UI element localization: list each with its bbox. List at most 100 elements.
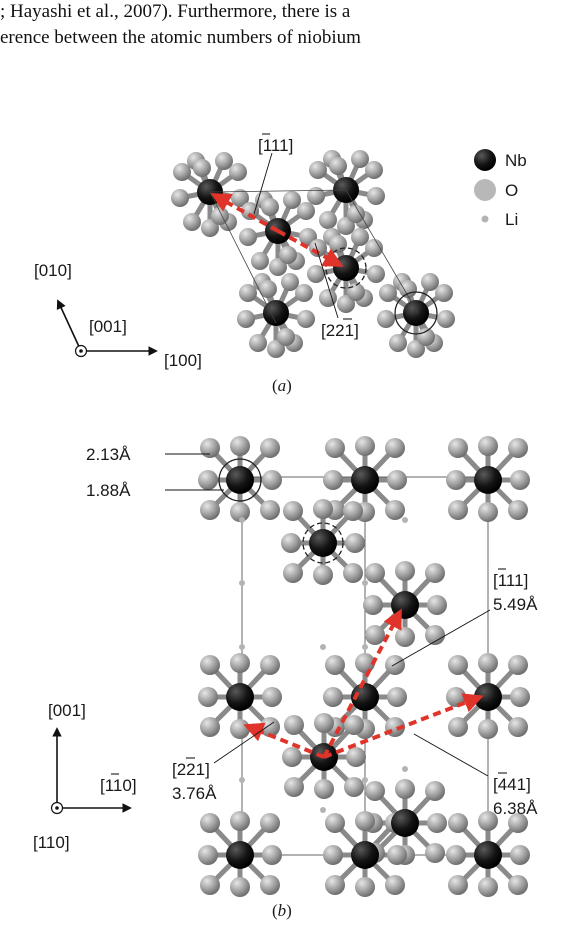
oxygen-atom [407, 340, 425, 358]
oxygen-atom [229, 163, 247, 181]
caption-a: (a) [272, 376, 292, 395]
label-dir-221-a: [221] [321, 321, 359, 340]
oxygen-atom [282, 747, 302, 767]
oxygen-atom [329, 235, 347, 253]
oxygen-atom [365, 239, 383, 257]
oxygen-atom [395, 779, 415, 799]
axis-001-a: [001] [89, 317, 127, 336]
oxygen-atom [251, 252, 269, 270]
niobium-atom [391, 809, 419, 837]
oxygen-atom [259, 280, 277, 298]
legend-nb-label: Nb [505, 151, 527, 170]
niobium-atom [403, 300, 429, 326]
arrow-441-b [323, 693, 484, 759]
oxygen-atom [249, 334, 267, 352]
axes-a: [010] [001] [100] [34, 261, 202, 370]
oxygen-atom [343, 501, 363, 521]
body-text-line-2: erence between the atomic numbers of nio… [0, 27, 361, 48]
oxygen-atom [448, 875, 468, 895]
lithium-atom [362, 777, 368, 783]
oxygen-atom [307, 265, 325, 283]
oxygen-atom [387, 687, 407, 707]
oxygen-atom [367, 265, 385, 283]
lithium-atom [239, 644, 245, 650]
oxygen-atom [237, 310, 255, 328]
oxygen-atom [230, 653, 250, 673]
label-dir-221-b: [221] [172, 760, 210, 779]
panel-b: 2.13Å 1.88Å [111] 5.49Å [221] 3.76Å [441… [33, 436, 538, 920]
legend-li-label: Li [505, 210, 518, 229]
oxygen-atom [314, 779, 334, 799]
oxygen-atom [363, 595, 383, 615]
label-dist-376: 3.76Å [172, 784, 217, 803]
niobium-atom [333, 255, 359, 281]
oxygen-atom [283, 563, 303, 583]
axis-110bar-b: [110] [100, 776, 137, 795]
oxygen-atom [510, 845, 530, 865]
oxygen-atom [329, 157, 347, 175]
oxygen-atom [417, 328, 435, 346]
oxygen-atom [325, 655, 345, 675]
oxygen-atom [365, 625, 385, 645]
oxygen-atom [337, 295, 355, 313]
oxygen-atom [446, 687, 466, 707]
oxygen-atom [508, 438, 528, 458]
oxygen-atom [230, 811, 250, 831]
oxygen-atom [351, 150, 369, 168]
legend-o-label: O [505, 181, 518, 200]
oxygen-atom [478, 811, 498, 831]
oxygen-atom [313, 499, 333, 519]
oxygen-atom [277, 328, 295, 346]
lithium-atom [362, 644, 368, 650]
oxygen-atom [295, 284, 313, 302]
oxygen-atom [260, 655, 280, 675]
oxygen-atom [211, 207, 229, 225]
oxygen-atom [395, 561, 415, 581]
lithium-atom [239, 777, 245, 783]
oxygen-atom [427, 595, 447, 615]
oxygen-atom [346, 747, 366, 767]
oxygen-atom [262, 845, 282, 865]
oxygen-atom [173, 163, 191, 181]
oxygen-atom [478, 877, 498, 897]
oxygen-atom [198, 845, 218, 865]
niobium-atom [309, 529, 337, 557]
axis-100-a: [100] [164, 351, 202, 370]
lithium-atom [239, 580, 245, 586]
oxygen-atom [377, 310, 395, 328]
oxygen-atom [478, 653, 498, 673]
oxygen-atom [193, 159, 211, 177]
oxygen-atom [269, 258, 287, 276]
oxygen-atom [200, 717, 220, 737]
oxygen-atom [389, 334, 407, 352]
oxygen-atom [283, 191, 301, 209]
oxygen-atom [508, 875, 528, 895]
oxygen-atom [284, 715, 304, 735]
lithium-atom [320, 807, 326, 813]
oxygen-atom [323, 687, 343, 707]
oxygen-atom [319, 289, 337, 307]
axis-110-b: [110] [33, 833, 70, 852]
niobium-atom [474, 466, 502, 494]
oxygen-atom [345, 533, 365, 553]
oxygen-atom [385, 500, 405, 520]
oxygen-atom [343, 563, 363, 583]
oxygen-atom [239, 228, 257, 246]
lithium-atom [402, 766, 408, 772]
oxygen-atom [239, 284, 257, 302]
oxygen-atom [399, 280, 417, 298]
oxygen-atom [379, 284, 397, 302]
axis-010-a: [010] [34, 261, 72, 280]
oxygen-atom [260, 500, 280, 520]
oxygen-atom [260, 438, 280, 458]
oxygen-atom [347, 205, 365, 223]
oxygen-atom [200, 875, 220, 895]
oxygen-atom [355, 877, 375, 897]
oxygen-atom [448, 500, 468, 520]
oxygen-atom [344, 715, 364, 735]
oxygen-atom [200, 813, 220, 833]
oxygen-atom [215, 152, 233, 170]
lithium-atom [402, 517, 408, 523]
panel-a: [111] [221] Nb O Li [010] [001] [100] (a… [34, 133, 527, 395]
